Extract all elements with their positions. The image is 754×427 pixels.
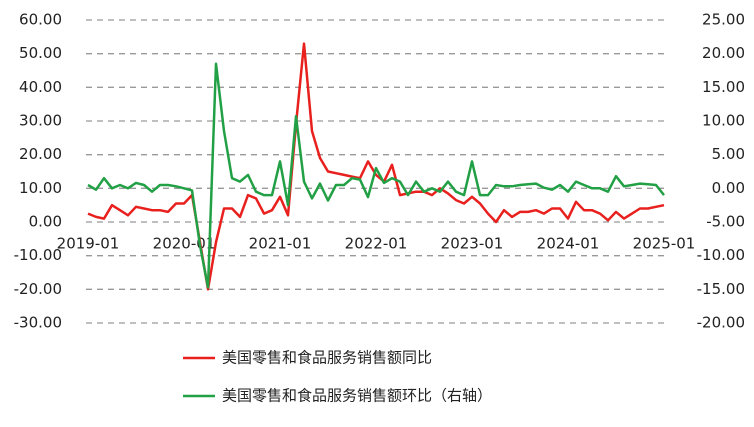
x-tick-label: 2021-01 bbox=[249, 235, 312, 253]
x-tick-label: 2025-01 bbox=[633, 235, 696, 253]
y2-tick-label: 20.00 bbox=[702, 44, 745, 62]
y-tick-label: -20.00 bbox=[14, 280, 62, 298]
y2-tick-label: -5.00 bbox=[706, 213, 745, 231]
y-tick-label: -10.00 bbox=[14, 246, 62, 264]
series-line bbox=[87, 62, 665, 289]
y2-tick-label: 15.00 bbox=[702, 78, 745, 96]
y-tick-label: 40.00 bbox=[19, 78, 62, 96]
y2-tick-label: -10.00 bbox=[697, 246, 745, 264]
y2-tick-label: -15.00 bbox=[697, 280, 745, 298]
y-tick-label: 10.00 bbox=[19, 179, 62, 197]
y2-tick-label: 25.00 bbox=[702, 11, 745, 29]
y2-tick-label: 0.00 bbox=[712, 179, 745, 197]
series-line bbox=[87, 42, 665, 291]
x-tick-label: 2023-01 bbox=[441, 235, 504, 253]
y-tick-label: 30.00 bbox=[19, 112, 62, 130]
y2-tick-label: 10.00 bbox=[702, 112, 745, 130]
y-tick-label: -30.00 bbox=[14, 314, 62, 332]
y-tick-label: 60.00 bbox=[19, 11, 62, 29]
y-tick-label: 50.00 bbox=[19, 44, 62, 62]
y-tick-label: 20.00 bbox=[19, 145, 62, 163]
y2-tick-label: -20.00 bbox=[697, 314, 745, 332]
x-tick-label: 2020-01 bbox=[153, 235, 216, 253]
legend-label: 美国零售和食品服务销售额环比（右轴） bbox=[222, 387, 492, 405]
x-tick-label: 2024-01 bbox=[537, 235, 600, 253]
y2-tick-label: 5.00 bbox=[712, 145, 745, 163]
y-tick-label: 0.00 bbox=[29, 213, 62, 231]
x-tick-label: 2022-01 bbox=[345, 235, 408, 253]
legend-label: 美国零售和食品服务销售额同比 bbox=[222, 349, 432, 367]
x-tick-label: 2019-01 bbox=[57, 235, 120, 253]
